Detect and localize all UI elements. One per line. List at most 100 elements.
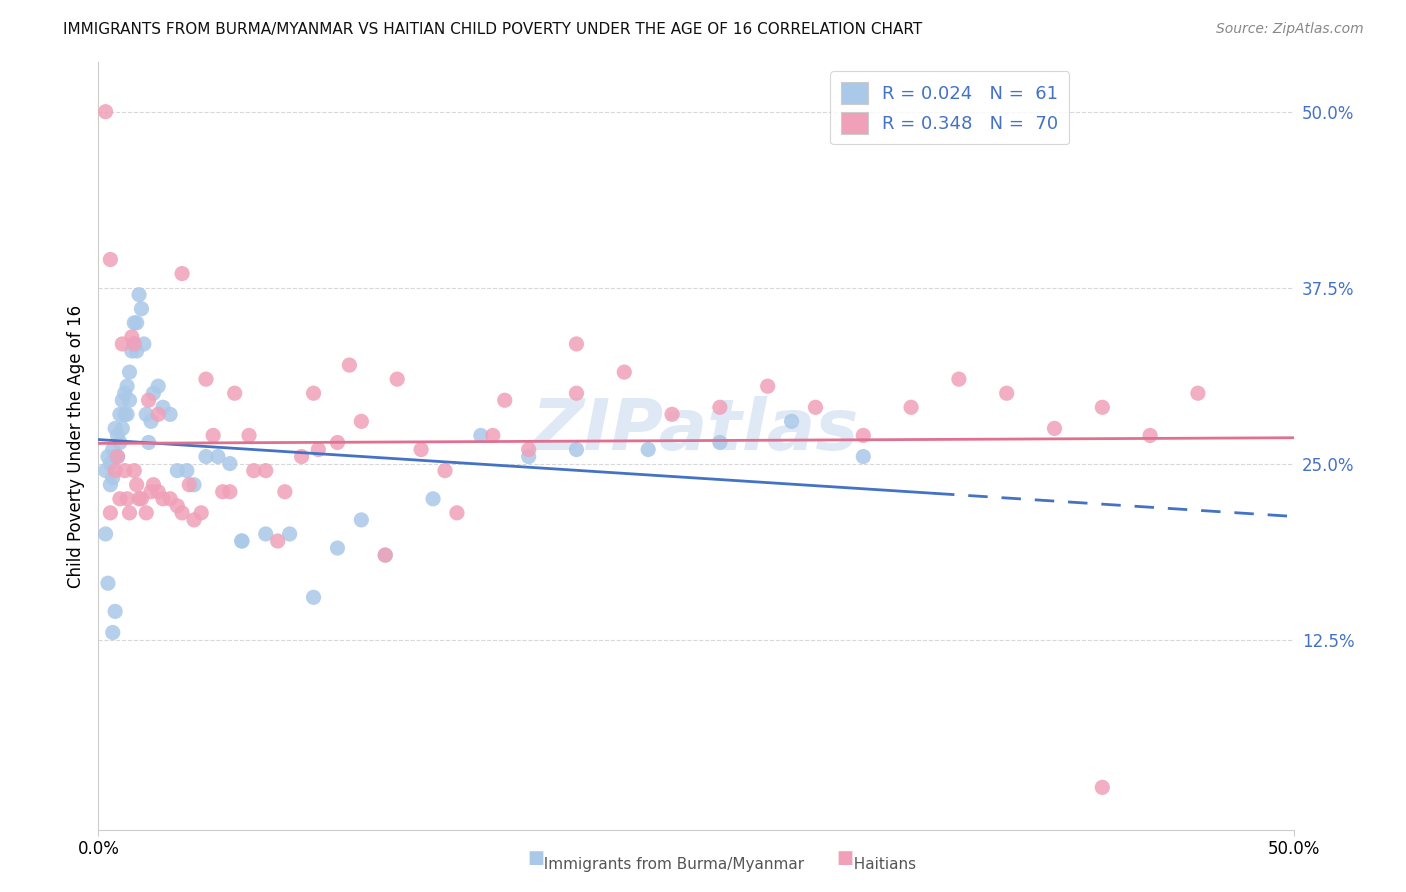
Point xyxy=(132,337,155,351)
Point xyxy=(166,499,188,513)
Point xyxy=(326,541,349,555)
Point xyxy=(135,407,157,421)
Point xyxy=(291,450,314,464)
Point xyxy=(101,471,124,485)
Point xyxy=(139,484,162,499)
Point xyxy=(565,442,588,457)
Point xyxy=(107,450,129,464)
Point xyxy=(517,450,540,464)
Point xyxy=(302,591,325,605)
Point xyxy=(446,506,468,520)
Point xyxy=(219,484,242,499)
Point xyxy=(948,372,970,386)
Point xyxy=(852,428,875,442)
Text: ■: ■ xyxy=(837,849,853,867)
Point xyxy=(108,491,131,506)
Point xyxy=(104,421,127,435)
Point xyxy=(517,442,540,457)
Point xyxy=(148,484,170,499)
Point xyxy=(124,464,146,478)
Point xyxy=(118,506,141,520)
Point xyxy=(111,337,134,351)
Point xyxy=(481,428,505,442)
Point xyxy=(128,491,150,506)
Point xyxy=(101,625,124,640)
Point xyxy=(111,421,134,435)
Point xyxy=(709,435,731,450)
Point xyxy=(98,252,122,267)
Point xyxy=(159,491,181,506)
Point xyxy=(411,442,433,457)
Point xyxy=(179,477,201,491)
Point xyxy=(97,576,120,591)
Point xyxy=(661,407,683,421)
Point xyxy=(107,428,129,442)
Point xyxy=(142,386,165,401)
Point xyxy=(238,428,260,442)
Point xyxy=(125,316,148,330)
Point xyxy=(131,301,153,316)
Point xyxy=(138,435,160,450)
Point xyxy=(114,464,136,478)
Point xyxy=(124,316,146,330)
Point xyxy=(243,464,266,478)
Point xyxy=(172,267,194,281)
Point xyxy=(637,442,659,457)
Point xyxy=(709,401,731,415)
Point xyxy=(494,393,516,408)
Point xyxy=(339,358,361,372)
Point xyxy=(94,104,117,119)
Point xyxy=(159,407,181,421)
Point xyxy=(148,379,170,393)
Point xyxy=(101,442,124,457)
Point xyxy=(374,548,396,562)
Point xyxy=(434,464,457,478)
Point xyxy=(172,506,194,520)
Point xyxy=(115,407,138,421)
Point xyxy=(207,450,229,464)
Point xyxy=(121,343,143,358)
Point xyxy=(97,450,120,464)
Point xyxy=(756,379,779,393)
Point xyxy=(135,506,157,520)
Point xyxy=(254,527,277,541)
Point xyxy=(108,435,131,450)
Point xyxy=(183,513,205,527)
Text: IMMIGRANTS FROM BURMA/MYANMAR VS HAITIAN CHILD POVERTY UNDER THE AGE OF 16 CORRE: IMMIGRANTS FROM BURMA/MYANMAR VS HAITIAN… xyxy=(63,22,922,37)
Point xyxy=(565,386,588,401)
Point xyxy=(148,407,170,421)
Point xyxy=(104,604,127,618)
Point xyxy=(231,534,253,549)
Point xyxy=(254,464,277,478)
Point xyxy=(780,414,803,428)
Point xyxy=(125,477,148,491)
Point xyxy=(565,337,588,351)
Point xyxy=(224,386,246,401)
Point xyxy=(98,477,122,491)
Point xyxy=(152,401,174,415)
Point xyxy=(139,414,162,428)
Point xyxy=(124,337,146,351)
Point xyxy=(1187,386,1209,401)
Text: Source: ZipAtlas.com: Source: ZipAtlas.com xyxy=(1216,22,1364,37)
Point xyxy=(183,477,205,491)
Point xyxy=(307,442,329,457)
Point xyxy=(115,491,138,506)
Point xyxy=(1091,780,1114,795)
Point xyxy=(121,330,143,344)
Point xyxy=(176,464,198,478)
Point xyxy=(128,287,150,301)
Point xyxy=(350,513,373,527)
Point xyxy=(219,457,242,471)
Point xyxy=(115,379,138,393)
Point xyxy=(326,435,349,450)
Point xyxy=(104,450,127,464)
Point xyxy=(111,393,134,408)
Point xyxy=(1043,421,1066,435)
Point xyxy=(118,365,141,379)
Y-axis label: Child Poverty Under the Age of 16: Child Poverty Under the Age of 16 xyxy=(66,304,84,588)
Point xyxy=(374,548,396,562)
Point xyxy=(125,343,148,358)
Point xyxy=(195,450,218,464)
Point xyxy=(104,464,127,478)
